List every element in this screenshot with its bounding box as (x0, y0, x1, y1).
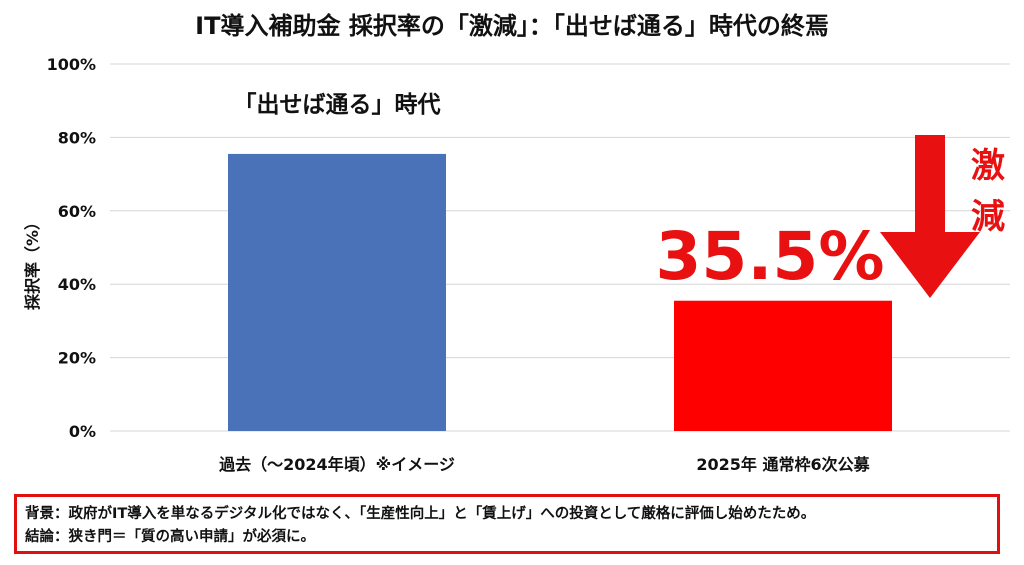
down-arrow-icon (880, 135, 980, 298)
bars (228, 153, 892, 432)
value-label: 35.5% (656, 218, 885, 295)
bar-2 (674, 300, 892, 431)
conclusion-note: 結論：狭き門＝「質の高い申請」が必須に。 (25, 529, 315, 545)
y-tick-label: 60% (58, 202, 96, 221)
past-era-label: 「出せば通る」時代 (234, 92, 441, 118)
chart-title: IT導入補助金 採択率の「激減」：「出せば通る」時代の終焉 (195, 12, 829, 40)
notes-box: 背景：政府がIT導入を単なるデジタル化ではなく、「生産性向上」と「賃上げ」への投… (14, 494, 1000, 554)
background-note: 背景：政府がIT導入を単なるデジタル化ではなく、「生産性向上」と「賃上げ」への投… (25, 506, 816, 522)
drop-label-char-1: 激 (971, 146, 1005, 186)
x-tick-labels: 過去（〜2024年頃）※イメージ 2025年 通常枠6次公募 (218, 455, 871, 474)
y-tick-label: 20% (58, 349, 96, 368)
y-tick-label: 100% (47, 55, 96, 74)
y-tick-label: 0% (69, 422, 96, 441)
y-tick-label: 40% (58, 275, 96, 294)
y-tick-labels: 0% 20% 40% 60% 80% 100% (47, 55, 96, 441)
bar-1 (228, 153, 446, 432)
y-axis-label: 採択率（%） (23, 214, 42, 310)
x-tick-label: 2025年 通常枠6次公募 (696, 455, 870, 474)
x-tick-label: 過去（〜2024年頃）※イメージ (218, 455, 455, 474)
drop-label-char-2: 減 (971, 197, 1005, 237)
bar-chart: 0% 20% 40% 60% 80% 100% 採択率（%） 過去（〜2024年頃）※イメ… (23, 55, 1010, 474)
y-tick-label: 80% (58, 128, 96, 147)
